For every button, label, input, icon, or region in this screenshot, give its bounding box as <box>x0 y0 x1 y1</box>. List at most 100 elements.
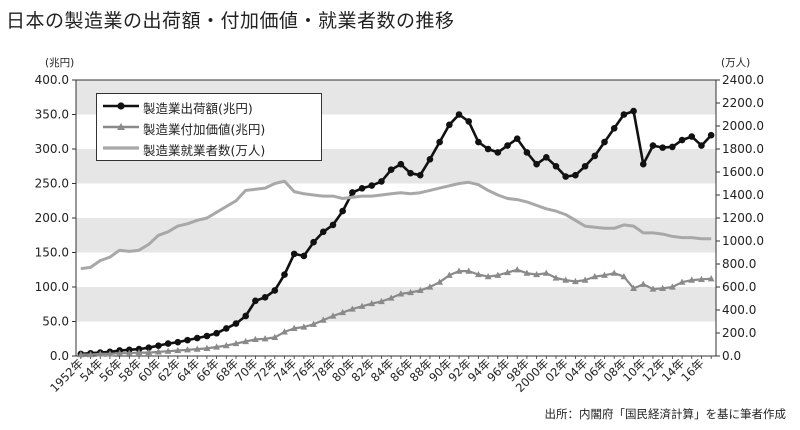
data-point <box>155 348 162 355</box>
data-point <box>213 343 221 350</box>
data-point <box>242 337 250 345</box>
y-left-tick-label: 100.0 <box>35 280 69 294</box>
data-point <box>155 342 162 349</box>
data-point <box>562 173 569 180</box>
data-point <box>484 145 492 153</box>
y-right-tick-label: 2400.0 <box>722 73 764 87</box>
data-point <box>300 252 308 260</box>
data-point <box>261 294 269 301</box>
data-point <box>174 338 182 346</box>
data-point <box>639 280 647 287</box>
y-right-tick-label: 400.0 <box>722 303 756 317</box>
data-point <box>630 107 637 115</box>
data-point <box>542 269 550 276</box>
y-left-tick-label: 300.0 <box>35 142 69 156</box>
data-point <box>193 334 201 342</box>
data-point <box>378 297 385 305</box>
data-point <box>523 269 531 276</box>
data-point <box>378 178 385 185</box>
data-point <box>213 329 220 337</box>
y-right-tick-label: 1400.0 <box>722 188 764 202</box>
data-point <box>319 228 327 236</box>
data-point <box>203 344 211 352</box>
y-right-tick-label: 1000.0 <box>722 234 764 248</box>
data-point <box>649 285 657 292</box>
data-point <box>184 336 191 344</box>
data-point <box>348 305 356 312</box>
data-point <box>281 271 288 278</box>
data-point <box>310 238 317 246</box>
y-left-tick-label: 0.0 <box>50 349 69 363</box>
data-point <box>416 286 424 294</box>
data-point <box>494 271 502 278</box>
data-point <box>329 312 337 319</box>
data-point <box>426 283 434 290</box>
data-point <box>455 267 463 274</box>
data-point <box>620 111 628 118</box>
data-point <box>300 323 308 330</box>
data-point <box>572 171 579 179</box>
data-point <box>368 182 376 189</box>
data-point <box>669 143 676 151</box>
data-point <box>281 328 288 335</box>
data-point <box>562 276 570 283</box>
data-point <box>368 299 376 307</box>
data-point <box>484 273 492 280</box>
background-band <box>76 287 716 322</box>
data-point <box>436 278 444 285</box>
data-point <box>465 267 473 274</box>
data-point <box>668 283 676 290</box>
y-right-tick-label: 1600.0 <box>722 165 764 179</box>
data-point <box>504 268 511 276</box>
data-point <box>610 125 618 132</box>
data-point <box>678 136 686 144</box>
y-right-tick-label: 600.0 <box>722 280 756 294</box>
legend-label-value-added: 製造業付加価値(兆円) <box>143 122 266 137</box>
data-point <box>125 349 133 356</box>
data-point <box>106 350 114 357</box>
source-note: 出所：内閣府「国民経済計算」を基に筆者作成 <box>544 407 787 421</box>
data-point <box>698 275 705 283</box>
data-point <box>426 156 434 163</box>
y-left-tick-label: 400.0 <box>35 73 69 87</box>
data-point <box>407 288 414 296</box>
data-point <box>591 273 599 280</box>
data-point <box>271 287 279 294</box>
y-left-tick-label: 50.0 <box>42 315 69 329</box>
data-point <box>610 269 618 276</box>
data-point <box>513 135 521 142</box>
y-right-unit: (万人) <box>721 57 750 69</box>
data-point <box>416 171 424 179</box>
y-left-tick-label: 350.0 <box>35 108 69 122</box>
data-point <box>601 138 608 146</box>
data-point <box>581 162 589 170</box>
y-right-tick-label: 800.0 <box>722 257 756 271</box>
legend: 製造業出荷額(兆円) 製造業付加価値(兆円) 製造業就業者数(万人) <box>96 93 322 161</box>
data-point <box>339 207 346 215</box>
background-band <box>76 218 716 253</box>
data-point <box>77 351 85 358</box>
data-point <box>659 144 666 151</box>
legend-item-employment: 製造業就業者数(万人) <box>97 138 321 158</box>
y-right-tick-label: 2200.0 <box>722 96 764 110</box>
data-point <box>310 320 317 327</box>
y-left-tick-label: 200.0 <box>35 211 69 225</box>
data-point <box>543 153 550 161</box>
data-point <box>145 344 153 352</box>
data-point <box>445 271 453 278</box>
data-point <box>339 308 347 316</box>
data-point <box>184 346 191 353</box>
data-point <box>358 185 366 192</box>
data-point <box>455 111 463 118</box>
data-point <box>96 350 104 357</box>
data-point <box>397 160 405 168</box>
data-point <box>465 118 473 125</box>
data-point <box>523 149 531 156</box>
chart-title: 日本の製造業の出荷額・付加価値・就業者数の推移 <box>6 10 455 32</box>
data-point <box>174 346 182 354</box>
data-point <box>581 276 589 283</box>
data-point <box>649 142 657 149</box>
data-point <box>164 340 172 347</box>
data-point <box>436 138 443 146</box>
